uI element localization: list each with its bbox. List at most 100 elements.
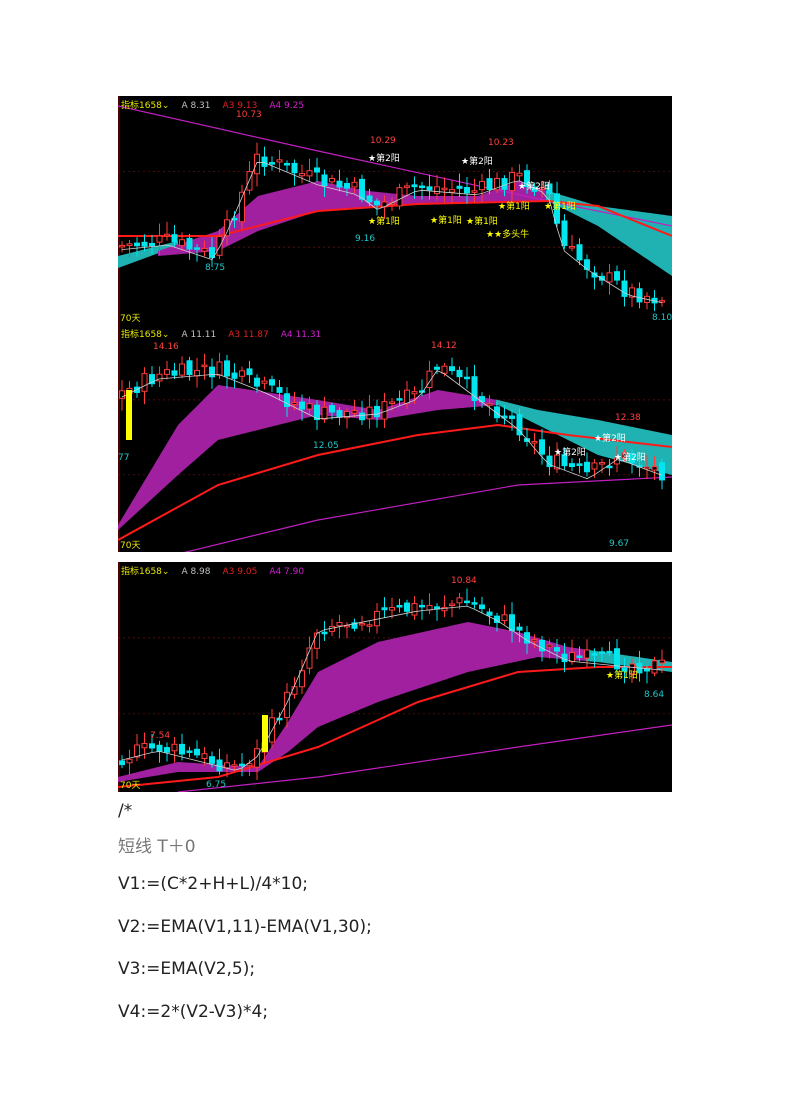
candle-up [201, 364, 208, 368]
ma-magenta-line [183, 476, 672, 552]
candle-down [291, 162, 298, 174]
candle-up [329, 178, 335, 183]
candle-down [546, 455, 553, 468]
candle-down [464, 600, 470, 604]
candle-up [359, 622, 365, 626]
candle-down [246, 368, 253, 376]
candle-up [621, 452, 628, 459]
bull-band [118, 622, 588, 782]
ma-red-line [118, 423, 672, 541]
ma-white-line [121, 369, 663, 480]
candle-down [426, 186, 433, 191]
candle-up [201, 753, 208, 759]
chart-annotation: ★第2阳 [554, 448, 586, 458]
candle-down [576, 655, 583, 658]
indicator-header: 指标1658⌄ A 8.31 A3 9.13 A4 9.25 [121, 98, 316, 111]
formula-line-2: V2:=EMA(V1,11)-EMA(V1,30); [118, 917, 372, 937]
candle-down [561, 454, 568, 467]
candle-up [554, 454, 560, 470]
candle-down [546, 183, 553, 194]
chart-annotation: 10.73 [236, 110, 262, 120]
candle-up [381, 401, 388, 420]
candle-up [216, 361, 223, 376]
candle-down [179, 743, 185, 755]
candle-up [336, 621, 343, 627]
candle-down [434, 366, 440, 370]
chart-canvas [118, 96, 672, 325]
candle-down [336, 410, 343, 418]
candle-down [569, 463, 575, 467]
candle-up [531, 639, 538, 642]
candle-up [479, 180, 485, 191]
chart-annotation: 14.16 [153, 342, 179, 352]
candle-down [299, 401, 305, 410]
candle-down [171, 370, 178, 376]
candle-down [351, 622, 358, 629]
candle-up [441, 607, 448, 612]
candle-down [239, 763, 245, 767]
candle-down [614, 271, 620, 281]
candle-down [486, 611, 493, 616]
ma-white-line [121, 161, 663, 304]
chart-annotation: 14.12 [431, 341, 457, 351]
candle-up [651, 660, 658, 674]
chart-annotation: 12.05 [313, 441, 339, 451]
candle-down [329, 405, 335, 413]
candle-down [374, 405, 380, 418]
candle-up [539, 187, 545, 190]
formula-line-4: V4:=2*(V2-V3)*4; [118, 1002, 269, 1022]
candle-down [171, 234, 178, 243]
bear-band [546, 190, 672, 276]
candle-up [569, 652, 575, 663]
candle-down [456, 369, 463, 378]
candle-down [156, 744, 163, 753]
chart-annotation: ★第1阳 [430, 216, 462, 226]
candle-down [366, 195, 373, 203]
candle-down [464, 187, 470, 194]
candle-up [321, 406, 328, 420]
bull-band [118, 385, 498, 530]
candle-up [194, 370, 200, 377]
candle-up [659, 300, 665, 303]
candle-down [599, 651, 605, 654]
candle-down [336, 180, 343, 188]
candle-up [119, 244, 125, 248]
value-a4: A4 7.90 [269, 567, 305, 577]
candle-up [396, 187, 403, 207]
candle-down [501, 178, 508, 190]
value-a3: A3 11.87 [228, 330, 269, 340]
indicator-name: 指标1658 [121, 101, 162, 111]
candle-down [584, 461, 590, 473]
candle-up [411, 391, 418, 395]
candle-down [591, 653, 598, 656]
value-a4: A4 9.25 [269, 101, 305, 111]
candle-up [119, 390, 125, 399]
candle-up [141, 743, 148, 749]
candle-down [494, 406, 500, 419]
candle-up [404, 389, 410, 405]
candle-down [539, 639, 545, 652]
chart-annotation: ★第2阳 [368, 154, 400, 164]
candle-down [209, 366, 215, 378]
chart-canvas [118, 562, 672, 792]
stock-chart-3: 指标1658⌄ A 8.98 A3 9.05 A4 7.90 70天 10.84 7.54 ★… [118, 562, 672, 792]
candle-up [599, 462, 605, 465]
candle-down [471, 602, 478, 605]
candle-up [441, 187, 448, 191]
ma-magenta-line [177, 724, 672, 792]
candle-up [164, 233, 170, 237]
indicator-dropdown-icon[interactable]: ⌄ [161, 101, 170, 111]
indicator-dropdown-icon[interactable]: ⌄ [161, 567, 170, 577]
candle-down [561, 653, 568, 663]
candle-down [561, 220, 568, 246]
chart-annotation: ★第1阳 [466, 217, 498, 227]
candle-up [299, 670, 305, 688]
candle-up [651, 466, 658, 471]
candle-down [464, 376, 470, 380]
indicator-dropdown-icon[interactable]: ⌄ [161, 330, 170, 340]
candle-down [509, 614, 515, 632]
chart-annotation: 8.64 [644, 690, 665, 700]
ma-magenta-line [118, 105, 672, 227]
chart-annotation: ★第1阳 [498, 202, 530, 212]
candle-down [576, 244, 583, 261]
